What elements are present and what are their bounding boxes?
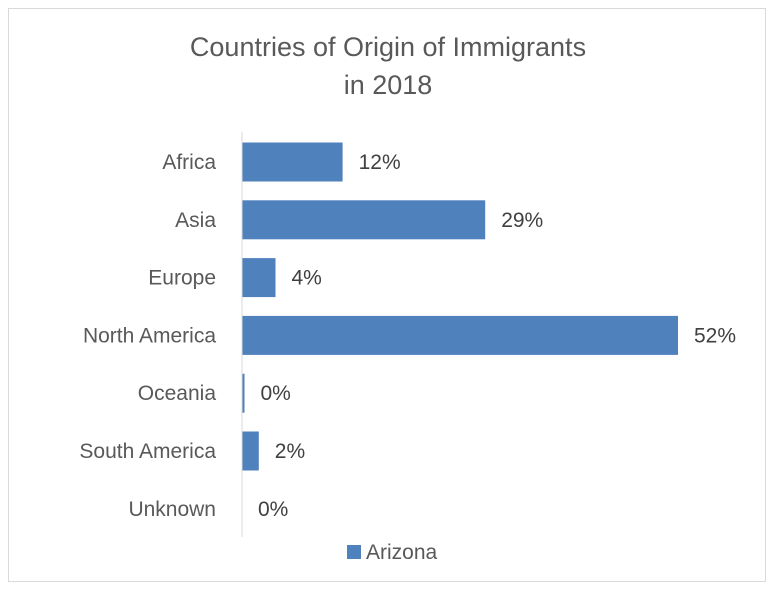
bar-oceania	[242, 373, 245, 413]
data-label-asia: 29%	[501, 209, 543, 232]
bar-asia	[242, 200, 486, 240]
chart-frame	[8, 8, 766, 582]
category-label-europe: Europe	[148, 267, 216, 290]
chart-title: Countries of Origin of Immigrants in 201…	[0, 28, 776, 104]
data-label-north-america: 52%	[694, 324, 736, 347]
chart-title-line-2: in 2018	[343, 70, 433, 100]
category-label-south-america: South America	[79, 440, 216, 463]
bar-africa	[242, 142, 343, 182]
category-label-asia: Asia	[175, 209, 216, 232]
data-label-africa: 12%	[359, 151, 401, 174]
chart-title-line-1: Countries of Origin of Immigrants	[189, 32, 587, 62]
data-label-europe: 4%	[292, 267, 322, 290]
bar-europe	[242, 258, 276, 298]
bar-south-america	[242, 431, 259, 471]
category-label-oceania: Oceania	[138, 382, 217, 405]
category-label-unknown: Unknown	[128, 498, 216, 521]
plot-area: Africa 12% Asia 29% Europe 4% North America 52%…	[79, 132, 736, 537]
category-label-africa: Africa	[162, 151, 216, 174]
data-label-oceania: 0%	[261, 382, 291, 405]
data-label-unknown: 0%	[258, 498, 288, 521]
legend-swatch-arizona	[347, 545, 361, 559]
bar-north-america	[242, 315, 678, 355]
data-label-south-america: 2%	[275, 440, 305, 463]
legend-label-arizona: Arizona	[366, 541, 438, 564]
category-label-north-america: North America	[83, 324, 216, 347]
legend: Arizona	[347, 541, 438, 564]
